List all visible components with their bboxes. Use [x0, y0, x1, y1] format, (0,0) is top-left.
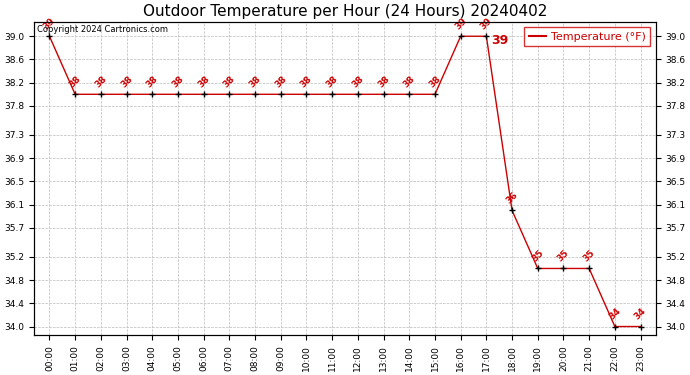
Text: 38: 38	[93, 75, 108, 90]
Text: Copyright 2024 Cartronics.com: Copyright 2024 Cartronics.com	[37, 25, 168, 34]
Text: 34: 34	[633, 307, 648, 322]
Text: 38: 38	[68, 75, 83, 90]
Text: 38: 38	[248, 75, 263, 90]
Text: 38: 38	[119, 75, 134, 90]
Text: 38: 38	[324, 75, 339, 90]
Text: 34: 34	[607, 307, 622, 322]
Text: 38: 38	[170, 75, 186, 90]
Legend: Temperature (°F): Temperature (°F)	[524, 27, 651, 46]
Text: 39: 39	[42, 16, 57, 32]
Text: 38: 38	[299, 75, 314, 90]
Text: 38: 38	[273, 75, 288, 90]
Text: 38: 38	[427, 75, 442, 90]
Text: 38: 38	[402, 75, 417, 90]
Text: 39: 39	[453, 16, 469, 32]
Text: 35: 35	[556, 249, 571, 264]
Text: 39: 39	[479, 16, 494, 32]
Text: 35: 35	[582, 249, 597, 264]
Text: 36: 36	[504, 190, 520, 206]
Title: Outdoor Temperature per Hour (24 Hours) 20240402: Outdoor Temperature per Hour (24 Hours) …	[143, 4, 547, 19]
Text: 38: 38	[145, 75, 160, 90]
Text: 35: 35	[530, 249, 545, 264]
Text: 38: 38	[221, 75, 237, 90]
Text: 39: 39	[491, 34, 509, 47]
Text: 38: 38	[376, 75, 391, 90]
Text: 38: 38	[351, 75, 366, 90]
Text: 38: 38	[196, 75, 211, 90]
